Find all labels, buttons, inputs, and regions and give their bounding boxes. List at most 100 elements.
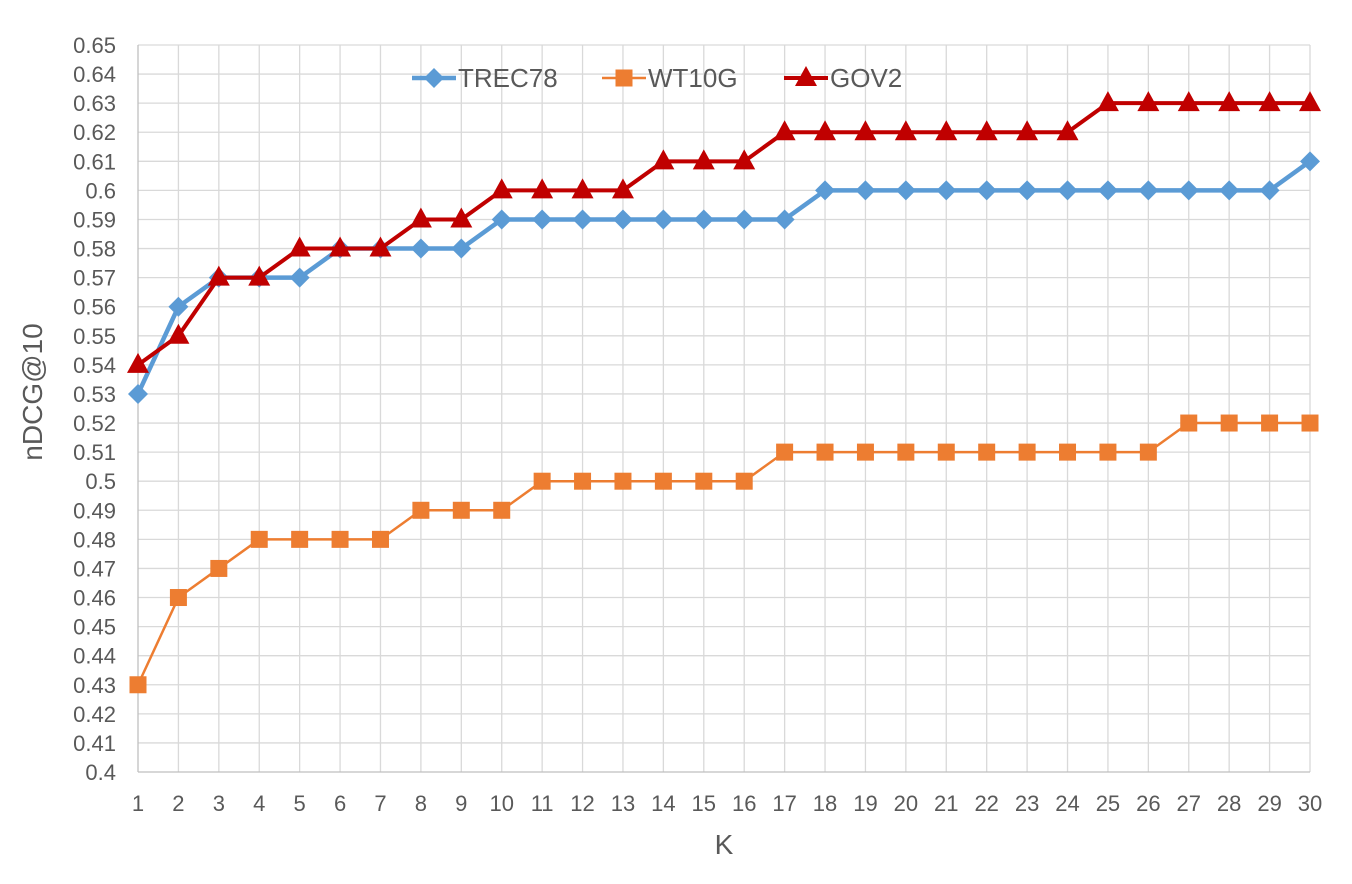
data-point-gov2 — [450, 207, 473, 228]
data-point-trec78 — [1300, 151, 1320, 172]
data-point-wt10g — [816, 443, 834, 461]
data-point-gov2 — [207, 265, 230, 286]
x-tick-label: 5 — [294, 791, 306, 816]
data-point-gov2 — [935, 120, 958, 141]
data-point-gov2 — [571, 178, 594, 199]
legend-label-gov2: GOV2 — [830, 63, 902, 93]
x-tick-label: 16 — [732, 791, 756, 816]
y-tick-label: 0.61 — [73, 149, 116, 174]
data-point-wt10g — [695, 472, 713, 490]
data-point-trec78 — [734, 209, 755, 230]
y-tick-label: 0.45 — [73, 615, 116, 640]
data-point-gov2 — [329, 236, 352, 257]
y-tick-label: 0.47 — [73, 556, 116, 581]
y-tick-label: 0.55 — [73, 324, 116, 349]
y-tick-label: 0.64 — [73, 62, 116, 87]
series-group — [127, 91, 1321, 694]
x-axis-title: K — [715, 829, 734, 860]
data-point-gov2 — [127, 352, 149, 373]
data-point-trec78 — [451, 238, 472, 259]
x-tick-label: 13 — [611, 791, 635, 816]
legend-item-trec78: TREC78 — [412, 63, 558, 93]
x-tick-label: 9 — [455, 791, 467, 816]
series-line-wt10g — [136, 421, 1310, 686]
data-point-gov2 — [167, 323, 190, 344]
y-tick-label: 0.46 — [73, 586, 116, 611]
data-point-wt10g — [978, 443, 996, 461]
y-tick-label: 0.54 — [73, 353, 116, 378]
x-tick-label: 30 — [1298, 791, 1322, 816]
data-point-wt10g — [371, 530, 389, 548]
x-tick-label: 8 — [415, 791, 427, 816]
data-point-wt10g — [1180, 414, 1198, 432]
y-tick-label: 0.56 — [73, 295, 116, 320]
y-tick-label: 0.48 — [73, 527, 116, 552]
data-point-trec78 — [289, 267, 310, 288]
data-point-gov2 — [531, 178, 554, 199]
legend-label-wt10g: WT10G — [648, 63, 738, 93]
data-point-gov2 — [490, 178, 513, 199]
data-point-wt10g — [1261, 414, 1279, 432]
data-point-trec78 — [1057, 180, 1078, 201]
data-point-trec78 — [612, 209, 633, 230]
data-point-gov2 — [611, 178, 634, 199]
data-point-wt10g — [452, 501, 470, 519]
data-point-gov2 — [733, 149, 756, 170]
axes — [137, 45, 1310, 773]
x-tick-label: 26 — [1136, 791, 1160, 816]
data-point-trec78 — [653, 209, 674, 230]
x-tick-label: 14 — [651, 791, 675, 816]
x-tick-label: 10 — [489, 791, 513, 816]
data-point-wt10g — [412, 501, 430, 519]
data-point-gov2 — [1258, 91, 1281, 112]
data-point-trec78 — [693, 209, 714, 230]
data-point-gov2 — [1056, 120, 1079, 141]
x-tick-label: 25 — [1096, 791, 1120, 816]
y-tick-label: 0.57 — [73, 266, 116, 291]
data-point-gov2 — [854, 120, 877, 141]
series-gov2 — [127, 91, 1321, 373]
data-point-gov2 — [894, 120, 917, 141]
x-tick-label: 17 — [772, 791, 796, 816]
data-point-gov2 — [773, 120, 796, 141]
x-tick-label: 21 — [934, 791, 958, 816]
data-point-trec78 — [855, 180, 876, 201]
data-point-wt10g — [493, 501, 511, 519]
y-axis-ticks: 0.4 0.41 0.42 0.43 0.44 0.45 0.46 0.47 0.48 0.49 0… — [73, 33, 116, 785]
x-tick-label: 22 — [974, 791, 998, 816]
data-point-wt10g — [897, 443, 915, 461]
legend-item-gov2: GOV2 — [784, 63, 902, 93]
y-tick-label: 0.65 — [73, 33, 116, 58]
data-point-trec78 — [572, 209, 593, 230]
y-tick-label: 0.52 — [73, 411, 116, 436]
legend: TREC78 WT10G GOV2 — [412, 63, 902, 93]
data-point-trec78 — [936, 180, 957, 201]
data-point-wt10g — [735, 472, 753, 490]
y-tick-label: 0.41 — [73, 731, 116, 756]
y-tick-label: 0.6 — [85, 178, 116, 203]
y-tick-label: 0.42 — [73, 702, 116, 727]
data-point-wt10g — [533, 472, 551, 490]
data-point-trec78 — [815, 180, 836, 201]
x-tick-label: 29 — [1257, 791, 1281, 816]
data-point-trec78 — [1259, 180, 1280, 201]
legend-label-trec78: TREC78 — [458, 63, 558, 93]
x-axis-ticks: 1 2 3 4 5 6 7 8 9 10 11 12 13 14 15 16 17 18 19 20 21 22 23 24 2… — [132, 791, 1322, 816]
data-point-gov2 — [1177, 91, 1200, 112]
x-tick-label: 19 — [853, 791, 877, 816]
data-point-gov2 — [288, 236, 311, 257]
y-tick-label: 0.59 — [73, 207, 116, 232]
data-point-trec78 — [128, 383, 148, 404]
x-tick-label: 15 — [692, 791, 716, 816]
legend-marker-trec78 — [424, 68, 444, 88]
data-point-gov2 — [369, 236, 392, 257]
x-tick-label: 23 — [1015, 791, 1039, 816]
y-tick-label: 0.53 — [73, 382, 116, 407]
data-point-gov2 — [814, 120, 837, 141]
data-point-trec78 — [532, 209, 553, 230]
y-tick-label: 0.5 — [85, 469, 116, 494]
data-point-trec78 — [976, 180, 997, 201]
data-point-trec78 — [774, 209, 795, 230]
data-point-trec78 — [895, 180, 916, 201]
